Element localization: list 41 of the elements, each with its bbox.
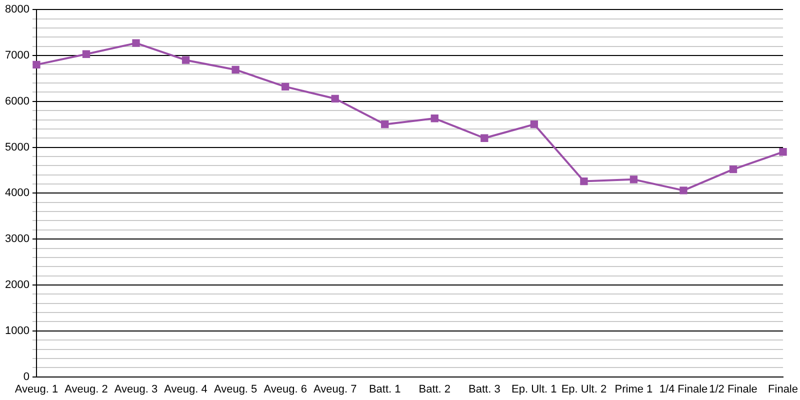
point <box>381 120 389 128</box>
y-tick-label: 7000 <box>4 50 30 62</box>
y-tick-label: 1000 <box>4 324 30 337</box>
point <box>331 94 339 102</box>
y-tick-label: 0 <box>23 370 30 383</box>
y-tick-label: 2000 <box>4 279 30 292</box>
x-tick-label: Aveug. 5 <box>214 383 258 396</box>
point <box>32 60 40 69</box>
point <box>630 176 638 184</box>
point <box>281 82 290 91</box>
point <box>680 186 688 194</box>
y-tick-label: 8000 <box>4 4 30 16</box>
y-tick-label: 5000 <box>4 141 30 154</box>
point <box>232 66 240 74</box>
x-tick-label: Batt. 2 <box>418 383 451 396</box>
point <box>729 166 738 174</box>
point <box>580 177 588 186</box>
y-tick-label: 3000 <box>4 233 30 246</box>
y-tick-label: 4000 <box>4 187 30 200</box>
x-tick-label: Aveug. 4 <box>164 383 208 396</box>
point <box>132 39 140 47</box>
x-tick-label: Aveug. 3 <box>114 383 158 396</box>
x-tick-label: Prime 1 <box>614 383 653 396</box>
x-tick-label: Aveug. 2 <box>64 383 108 396</box>
x-tick-label: Aveug. 6 <box>264 383 307 396</box>
x-tick-label: 1/2 Finale <box>709 383 758 396</box>
point <box>182 56 190 64</box>
x-tick-label: Aveug. 1 <box>14 383 58 396</box>
point <box>82 50 90 58</box>
x-tick-label: Batt. 1 <box>368 383 401 396</box>
x-tick-label: Finale <box>768 383 798 396</box>
x-tick-label: Aveug. 7 <box>313 383 357 396</box>
x-tick-label: Batt. 3 <box>468 383 500 396</box>
x-tick-label: 1/4 Finale <box>659 383 708 396</box>
point <box>480 134 488 142</box>
point <box>779 148 787 156</box>
x-tick-label: Ep. Ult. 2 <box>561 383 607 396</box>
y-tick-label: 6000 <box>4 95 30 108</box>
point <box>430 114 438 122</box>
x-tick-label: Ep. Ult. 1 <box>512 383 557 396</box>
point <box>530 120 538 128</box>
